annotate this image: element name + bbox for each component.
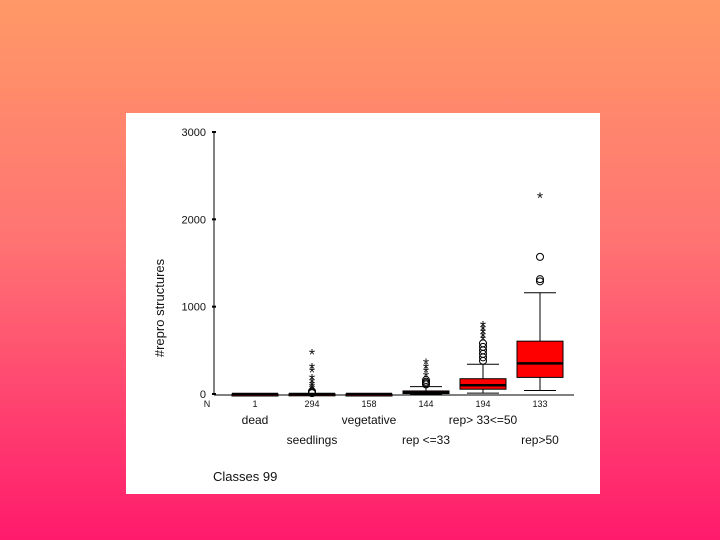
outlier-circle — [536, 277, 544, 286]
outlier-circle — [536, 275, 544, 284]
x-axis-label: Classes 99 — [213, 469, 277, 484]
chart-panel: 0 1000 2000 3000 #repro structures * * * * * * * *… — [126, 113, 600, 494]
boxes: ****************** — [231, 191, 564, 400]
n-count-label: 158 — [361, 399, 376, 409]
n-count-label: 1 — [252, 399, 257, 409]
outlier-star: * — [480, 319, 486, 336]
outlier-star: * — [309, 372, 315, 389]
outlier-star: * — [423, 370, 429, 387]
outlier-star: * — [309, 361, 315, 378]
outlier-star: * — [480, 326, 486, 343]
y-axis: 0 1000 2000 3000 — [182, 127, 216, 401]
box-seedlings: ******** — [288, 347, 336, 400]
box-vegetative — [345, 392, 393, 397]
n-count-label: 194 — [475, 399, 490, 409]
box-iqr — [516, 340, 564, 378]
y-tick-label: 3000 — [182, 127, 206, 139]
n-label: N — [204, 399, 211, 409]
y-axis-label: #repro structures — [152, 258, 167, 357]
category-label: rep> 33<=50 — [449, 413, 518, 427]
outlier-star: * — [537, 191, 543, 208]
y-tick-label: 2000 — [182, 214, 206, 226]
category-label: rep>50 — [521, 433, 559, 447]
outlier-circle — [536, 252, 544, 261]
outlier-star: * — [423, 361, 429, 378]
category-labels: 1 dead 294 seedlings 158 vegetative 144 rep <=3… — [242, 399, 560, 447]
outlier-circle — [422, 376, 430, 385]
outlier-star: * — [309, 380, 315, 397]
n-count-label: 144 — [418, 399, 433, 409]
outlier-circle — [308, 387, 316, 396]
n-count-label: 294 — [304, 399, 319, 409]
box-rep-33: **** — [402, 356, 450, 395]
box-dead — [231, 392, 279, 397]
n-count-label: 133 — [532, 399, 547, 409]
outlier-circle — [479, 342, 487, 351]
outlier-star: * — [423, 365, 429, 382]
category-label: vegetative — [342, 413, 397, 427]
outlier-circle — [479, 339, 487, 348]
y-tick-label: 1000 — [182, 302, 206, 314]
box-rep-33-50: ***** — [459, 319, 507, 394]
category-label: seedlings — [287, 433, 338, 447]
outlier-star: * — [423, 356, 429, 373]
box-rep-50: * — [516, 191, 564, 392]
outlier-star: * — [480, 322, 486, 339]
outlier-star: * — [480, 329, 486, 346]
outlier-star: * — [309, 383, 315, 400]
outlier-star: * — [309, 376, 315, 393]
y-tick-label: 0 — [200, 389, 206, 401]
category-label: rep <=33 — [402, 433, 450, 447]
outlier-star: * — [309, 378, 315, 395]
outlier-star: * — [480, 333, 486, 350]
category-label: dead — [242, 413, 269, 427]
box-iqr — [459, 378, 507, 390]
outlier-star: * — [309, 347, 315, 364]
outlier-star: * — [309, 365, 315, 382]
